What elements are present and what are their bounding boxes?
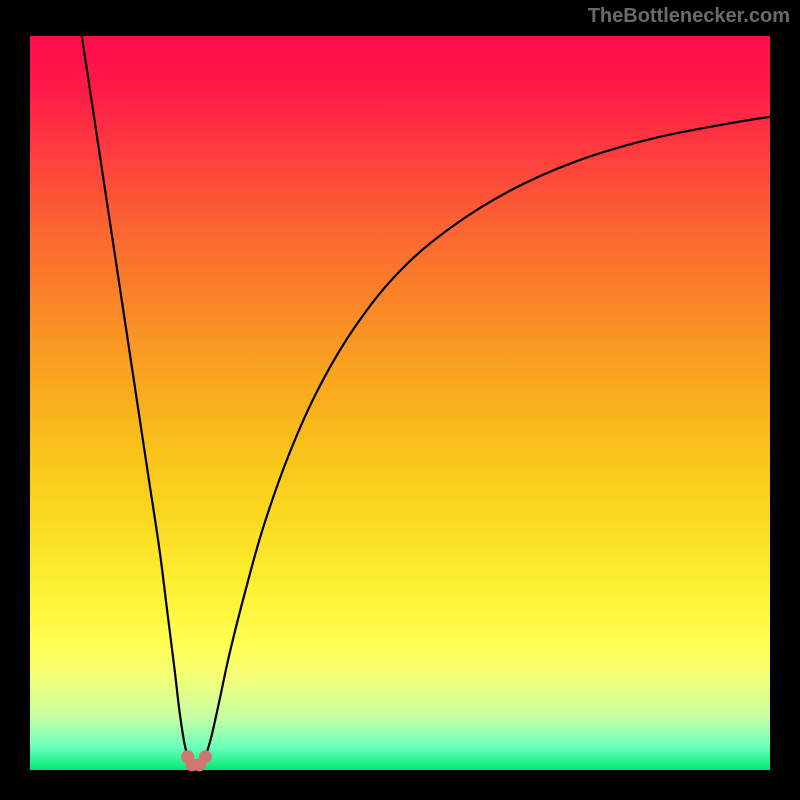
- chart-container: TheBottlenecker.com: [0, 0, 800, 800]
- chart-svg: [0, 0, 800, 800]
- plot-area: [30, 36, 770, 770]
- attribution-label: TheBottlenecker.com: [588, 5, 790, 28]
- trough-marker: [199, 750, 212, 763]
